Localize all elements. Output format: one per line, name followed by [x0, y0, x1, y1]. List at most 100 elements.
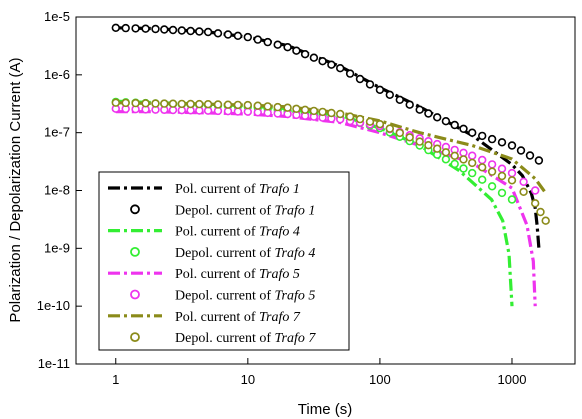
- data-point: [478, 163, 487, 172]
- y-tick-label: 1e-5: [44, 9, 70, 24]
- data-point: [223, 30, 233, 39]
- data-point: [253, 35, 262, 44]
- data-point: [478, 131, 487, 141]
- data-point: [395, 95, 404, 105]
- data-point: [263, 37, 272, 47]
- data-point: [519, 187, 528, 197]
- legend-label: Depol. current of Trafo 5: [175, 289, 315, 304]
- legend-item: Pol. current of Trafo 7: [108, 310, 301, 325]
- data-point: [327, 108, 336, 118]
- data-point: [405, 133, 414, 142]
- data-point: [141, 24, 150, 33]
- y-tick-label: 1e-9: [44, 240, 70, 255]
- data-point: [487, 160, 497, 169]
- data-point: [487, 167, 497, 176]
- legend-item: Depol. current of Trafo 4: [130, 246, 315, 261]
- data-point: [365, 117, 375, 126]
- data-point: [365, 80, 375, 89]
- series-line-pol-current-of-trafo-7: [115, 101, 547, 195]
- data-point: [424, 141, 433, 150]
- legend-items: Pol. current of Trafo 1 Depol. current of…: [108, 182, 316, 346]
- data-point: [355, 114, 365, 124]
- data-point: [273, 40, 282, 49]
- data-point: [441, 116, 451, 126]
- data-point: [283, 103, 292, 112]
- legend-label: Pol. current of Trafo 1: [175, 182, 300, 197]
- legend-item: Depol. current of Trafo 7: [130, 331, 316, 346]
- data-point: [292, 104, 301, 114]
- data-point: [168, 25, 178, 35]
- data-point: [497, 188, 507, 198]
- data-point: [459, 124, 468, 134]
- data-point: [516, 146, 526, 155]
- legend-label: Depol. current of Trafo 4: [175, 246, 315, 261]
- data-point: [318, 56, 327, 66]
- data-point: [441, 155, 451, 164]
- data-point: [121, 98, 130, 108]
- data-point: [530, 199, 540, 208]
- data-point: [253, 108, 262, 117]
- data-point: [405, 100, 414, 109]
- data-point: [433, 113, 442, 122]
- data-point: [487, 134, 497, 144]
- data-point: [487, 182, 497, 191]
- y-axis-title: Polarization / Depolarization Current (A…: [7, 57, 24, 322]
- data-point: [468, 168, 477, 178]
- data-point: [131, 24, 140, 33]
- data-point: [536, 207, 545, 217]
- data-point: [263, 102, 272, 111]
- x-tick-label: 10: [241, 372, 255, 387]
- data-point: [507, 168, 517, 178]
- x-tick-label: 1: [112, 372, 119, 387]
- data-point: [450, 151, 459, 161]
- data-point: [345, 112, 355, 121]
- data-point: [243, 100, 253, 110]
- data-point: [203, 27, 213, 37]
- data-point: [450, 120, 459, 130]
- data-point: [327, 60, 336, 69]
- data-point: [151, 24, 160, 34]
- data-point: [519, 177, 528, 187]
- series-markers-depol-current-of-trafo-1: [111, 23, 544, 165]
- data-point: [507, 176, 517, 185]
- data-point: [273, 102, 282, 112]
- data-point: [525, 151, 535, 160]
- legend-label: Depol. current of Trafo 1: [175, 203, 315, 218]
- data-point: [131, 98, 140, 108]
- data-point: [459, 148, 468, 158]
- data-point: [541, 216, 550, 225]
- x-tick-label: 1000: [498, 372, 527, 387]
- legend-marker-swatch: [130, 289, 140, 300]
- data-point: [195, 99, 204, 109]
- data-point: [395, 128, 404, 138]
- data-point: [177, 99, 187, 109]
- data-point: [385, 90, 394, 100]
- data-point: [309, 53, 319, 62]
- legend-marker-swatch: [130, 204, 140, 215]
- data-point: [111, 98, 121, 107]
- data-point: [195, 27, 204, 36]
- data-point: [160, 99, 169, 108]
- data-point: [345, 69, 355, 78]
- data-point: [186, 26, 195, 36]
- legend-item: Depol. current of Trafo 1: [130, 203, 315, 218]
- y-tick-label: 1e-10: [37, 298, 70, 313]
- data-point: [233, 107, 243, 116]
- data-point: [355, 74, 365, 84]
- legend-item: Pol. current of Trafo 5: [108, 267, 300, 282]
- data-point: [168, 99, 178, 108]
- data-point: [415, 137, 424, 146]
- legend-marker-swatch: [130, 332, 140, 343]
- legend-label: Pol. current of Trafo 4: [175, 225, 300, 240]
- data-point: [424, 109, 433, 118]
- legend-label: Depol. current of Trafo 7: [175, 331, 316, 346]
- data-point: [497, 138, 507, 147]
- legend: Pol. current of Trafo 1 Depol. current of…: [98, 171, 350, 351]
- y-tick-label: 1e-8: [44, 183, 70, 198]
- x-axis-title: Time (s): [298, 401, 352, 418]
- data-point: [300, 49, 310, 59]
- data-point: [336, 63, 345, 73]
- data-point: [468, 158, 477, 168]
- data-point: [530, 186, 540, 195]
